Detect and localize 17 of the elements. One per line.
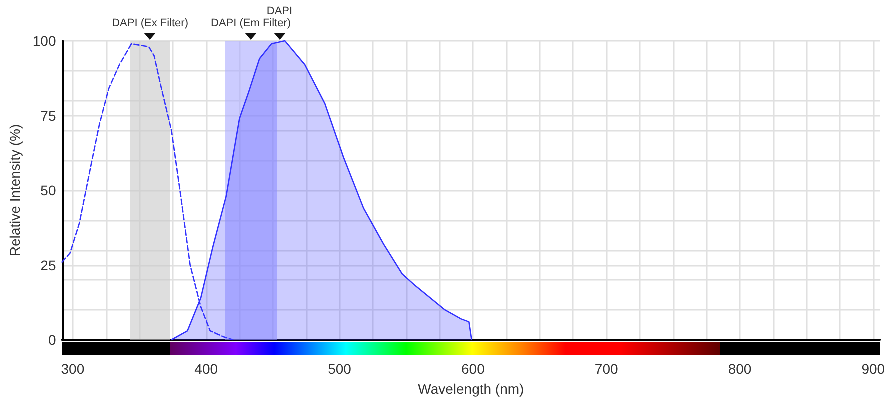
x-axis-title: Wavelength (nm) — [418, 381, 524, 397]
y-axis-title: Relative Intensity (%) — [7, 124, 23, 257]
y-tick-label: 50 — [40, 182, 56, 198]
y-tick-label: 25 — [40, 257, 56, 274]
x-tick-label: 700 — [594, 361, 618, 377]
y-tick-label: 75 — [40, 108, 56, 124]
x-tick-label: 800 — [728, 361, 752, 377]
band-label: DAPI (Em Filter) — [211, 18, 292, 30]
y-tick-label: 100 — [32, 33, 56, 49]
y-tick-label: 0 — [48, 332, 56, 348]
band-label: DAPI (Ex Filter) — [112, 18, 189, 30]
x-tick-label: 500 — [328, 361, 352, 377]
x-tick-label: 600 — [461, 361, 486, 377]
x-tick-label: 400 — [194, 361, 218, 377]
x-tick-label: 900 — [862, 361, 886, 377]
x-tick-label: 300 — [61, 361, 85, 377]
annotation: DAPI — [266, 6, 293, 18]
